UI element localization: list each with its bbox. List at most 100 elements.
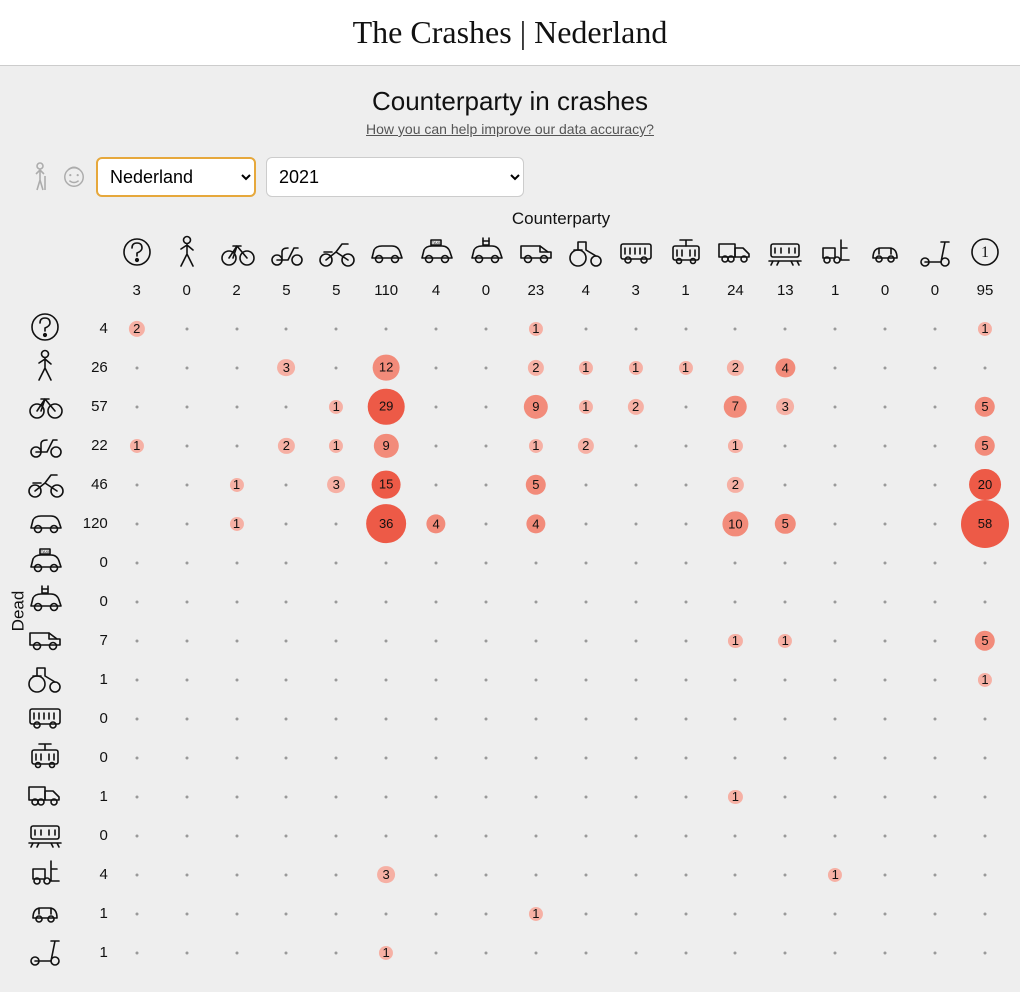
matrix-cell[interactable]	[710, 855, 760, 894]
matrix-cell[interactable]	[860, 660, 910, 699]
matrix-cell[interactable]	[461, 309, 511, 348]
matrix-cell[interactable]: 1	[561, 348, 611, 387]
matrix-cell[interactable]	[212, 582, 262, 621]
matrix-cell[interactable]	[860, 309, 910, 348]
matrix-cell[interactable]	[960, 738, 1010, 777]
matrix-cell[interactable]	[112, 816, 162, 855]
matrix-cell[interactable]	[212, 348, 262, 387]
matrix-cell[interactable]	[810, 348, 860, 387]
matrix-cell[interactable]	[810, 465, 860, 504]
matrix-cell[interactable]	[810, 816, 860, 855]
matrix-cell[interactable]: 7	[710, 387, 760, 426]
matrix-cell[interactable]	[261, 738, 311, 777]
matrix-cell[interactable]	[361, 738, 411, 777]
matrix-cell[interactable]	[162, 621, 212, 660]
matrix-cell[interactable]	[661, 777, 711, 816]
matrix-cell[interactable]: 2	[611, 387, 661, 426]
matrix-cell[interactable]: 36	[361, 504, 411, 543]
matrix-cell[interactable]	[162, 387, 212, 426]
matrix-cell[interactable]	[960, 582, 1010, 621]
matrix-cell[interactable]	[810, 504, 860, 543]
matrix-cell[interactable]	[212, 738, 262, 777]
matrix-cell[interactable]: 3	[361, 855, 411, 894]
matrix-cell[interactable]	[411, 933, 461, 972]
matrix-cell[interactable]	[910, 933, 960, 972]
matrix-cell[interactable]	[511, 621, 561, 660]
matrix-cell[interactable]	[710, 543, 760, 582]
matrix-cell[interactable]	[261, 582, 311, 621]
matrix-cell[interactable]	[311, 699, 361, 738]
matrix-cell[interactable]	[361, 621, 411, 660]
matrix-cell[interactable]	[611, 543, 661, 582]
matrix-cell[interactable]	[760, 660, 810, 699]
matrix-cell[interactable]	[212, 426, 262, 465]
matrix-cell[interactable]	[112, 387, 162, 426]
matrix-cell[interactable]	[561, 504, 611, 543]
matrix-cell[interactable]: 1	[810, 855, 860, 894]
matrix-cell[interactable]	[860, 426, 910, 465]
matrix-cell[interactable]	[710, 660, 760, 699]
matrix-cell[interactable]	[960, 855, 1010, 894]
matrix-cell[interactable]	[760, 543, 810, 582]
matrix-cell[interactable]	[760, 582, 810, 621]
matrix-cell[interactable]	[311, 348, 361, 387]
matrix-cell[interactable]	[361, 582, 411, 621]
matrix-cell[interactable]	[361, 894, 411, 933]
matrix-cell[interactable]	[661, 543, 711, 582]
matrix-cell[interactable]	[860, 621, 910, 660]
matrix-cell[interactable]	[411, 816, 461, 855]
matrix-cell[interactable]	[611, 309, 661, 348]
matrix-cell[interactable]	[860, 582, 910, 621]
matrix-cell[interactable]	[461, 465, 511, 504]
matrix-cell[interactable]: 1	[361, 933, 411, 972]
matrix-cell[interactable]	[461, 543, 511, 582]
matrix-cell[interactable]	[760, 465, 810, 504]
matrix-cell[interactable]	[611, 426, 661, 465]
matrix-cell[interactable]	[760, 933, 810, 972]
matrix-cell[interactable]	[261, 660, 311, 699]
matrix-cell[interactable]	[461, 933, 511, 972]
matrix-cell[interactable]: 4	[760, 348, 810, 387]
matrix-cell[interactable]	[910, 348, 960, 387]
matrix-cell[interactable]	[461, 348, 511, 387]
matrix-cell[interactable]	[710, 894, 760, 933]
matrix-cell[interactable]	[311, 738, 361, 777]
matrix-cell[interactable]: 1	[511, 309, 561, 348]
matrix-cell[interactable]: 1	[112, 426, 162, 465]
matrix-cell[interactable]	[511, 738, 561, 777]
matrix-cell[interactable]	[860, 699, 910, 738]
matrix-cell[interactable]: 1	[710, 777, 760, 816]
matrix-cell[interactable]	[960, 777, 1010, 816]
matrix-cell[interactable]: 2	[561, 426, 611, 465]
matrix-cell[interactable]	[162, 894, 212, 933]
matrix-cell[interactable]	[511, 777, 561, 816]
matrix-cell[interactable]	[960, 933, 1010, 972]
matrix-cell[interactable]	[162, 465, 212, 504]
matrix-cell[interactable]	[760, 816, 810, 855]
matrix-cell[interactable]	[162, 738, 212, 777]
matrix-cell[interactable]	[162, 660, 212, 699]
matrix-cell[interactable]	[760, 699, 810, 738]
matrix-cell[interactable]	[611, 621, 661, 660]
matrix-cell[interactable]	[261, 777, 311, 816]
matrix-cell[interactable]	[311, 621, 361, 660]
matrix-cell[interactable]	[162, 426, 212, 465]
matrix-cell[interactable]	[910, 855, 960, 894]
matrix-cell[interactable]	[162, 816, 212, 855]
matrix-cell[interactable]: 3	[760, 387, 810, 426]
matrix-cell[interactable]: 5	[511, 465, 561, 504]
matrix-cell[interactable]	[611, 504, 661, 543]
matrix-cell[interactable]: 5	[960, 387, 1010, 426]
matrix-cell[interactable]	[162, 582, 212, 621]
matrix-cell[interactable]: 1	[661, 348, 711, 387]
matrix-cell[interactable]	[860, 855, 910, 894]
matrix-cell[interactable]	[261, 894, 311, 933]
matrix-cell[interactable]	[461, 621, 511, 660]
matrix-cell[interactable]	[461, 855, 511, 894]
country-select[interactable]: Nederland	[96, 157, 256, 197]
matrix-cell[interactable]	[960, 543, 1010, 582]
matrix-cell[interactable]	[561, 738, 611, 777]
matrix-cell[interactable]	[661, 816, 711, 855]
matrix-cell[interactable]	[561, 933, 611, 972]
matrix-cell[interactable]	[461, 738, 511, 777]
